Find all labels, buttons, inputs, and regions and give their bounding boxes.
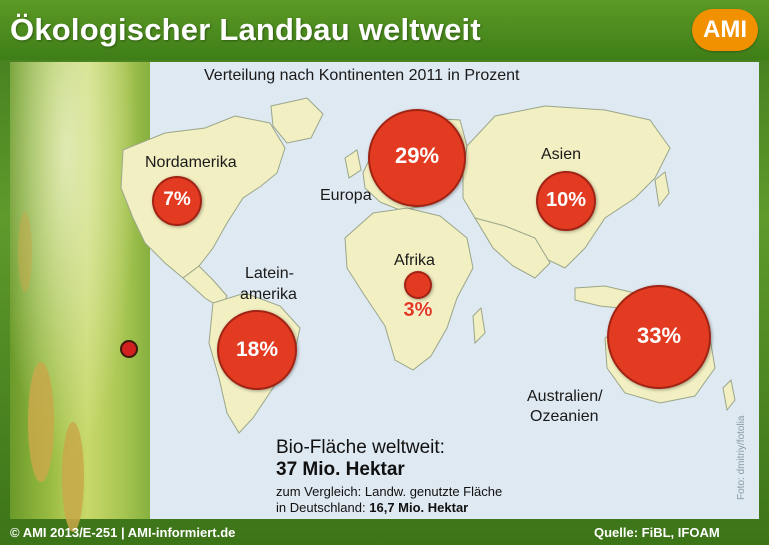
bubble-australien bbox=[607, 285, 711, 389]
info-germany-value: 16,7 Mio. Hektar bbox=[369, 500, 469, 515]
bubble-asien bbox=[536, 171, 596, 231]
bubble-nordamerika bbox=[152, 176, 202, 226]
bubble-afrika bbox=[404, 271, 432, 299]
info-germany-prefix: in Deutschland: bbox=[276, 500, 366, 515]
photo-credit: Foto: dmitriy/fotolia bbox=[736, 415, 747, 500]
info-total-area: 37 Mio. Hektar bbox=[276, 459, 405, 480]
footer-source: Quelle: FiBL, IFOAM bbox=[594, 525, 720, 540]
footer-copyright: © AMI 2013/E-251 | AMI-informiert.de bbox=[10, 525, 236, 540]
wheat-ear bbox=[28, 362, 54, 482]
value-afrika: 3% bbox=[403, 299, 433, 321]
wheat-photo bbox=[10, 62, 150, 532]
land-japan bbox=[654, 171, 670, 208]
header-bar: Ökologischer Landbau weltweit AMI bbox=[0, 0, 769, 60]
label-australien-line2: Ozeanien bbox=[530, 408, 599, 425]
label-asien: Asien bbox=[541, 146, 582, 163]
bubble-europa bbox=[368, 109, 466, 207]
land-central-america bbox=[182, 265, 228, 309]
label-nordamerika: Nordamerika bbox=[145, 154, 237, 171]
land-greenland bbox=[270, 97, 324, 144]
ladybug-icon bbox=[120, 340, 138, 358]
value-nordamerika: 7% bbox=[163, 189, 191, 210]
label-lateinamerika-line2: amerika bbox=[240, 286, 297, 303]
page-title: Ökologischer Landbau weltweit bbox=[10, 12, 481, 47]
value-asien: 10% bbox=[545, 189, 587, 211]
map-subtitle: Verteilung nach Kontinenten 2011 in Proz… bbox=[204, 67, 520, 84]
info-headline: Bio-Fläche weltweit: bbox=[276, 437, 445, 458]
wheat-ear bbox=[62, 422, 84, 532]
label-afrika: Afrika bbox=[394, 252, 435, 269]
land-north-america bbox=[120, 115, 286, 279]
wheat-ear bbox=[18, 212, 32, 292]
ami-logo: AMI bbox=[692, 9, 758, 51]
land-madagascar bbox=[472, 306, 486, 345]
land-uk bbox=[344, 149, 362, 179]
info-germany: in Deutschland: 16,7 Mio. Hektar bbox=[276, 500, 468, 515]
value-lateinamerika: 18% bbox=[235, 338, 279, 361]
land-new-zealand bbox=[722, 378, 736, 412]
bubble-lateinamerika bbox=[217, 310, 297, 390]
value-australien: 33% bbox=[636, 323, 682, 348]
label-australien-line1: Australien/ bbox=[527, 388, 603, 405]
value-europa: 29% bbox=[394, 143, 440, 168]
land-south-asia bbox=[473, 217, 551, 279]
label-lateinamerika-line1: Latein- bbox=[245, 265, 294, 282]
label-europa: Europa bbox=[320, 187, 372, 204]
info-comparison: zum Vergleich: Landw. genutzte Fläche bbox=[276, 484, 503, 499]
